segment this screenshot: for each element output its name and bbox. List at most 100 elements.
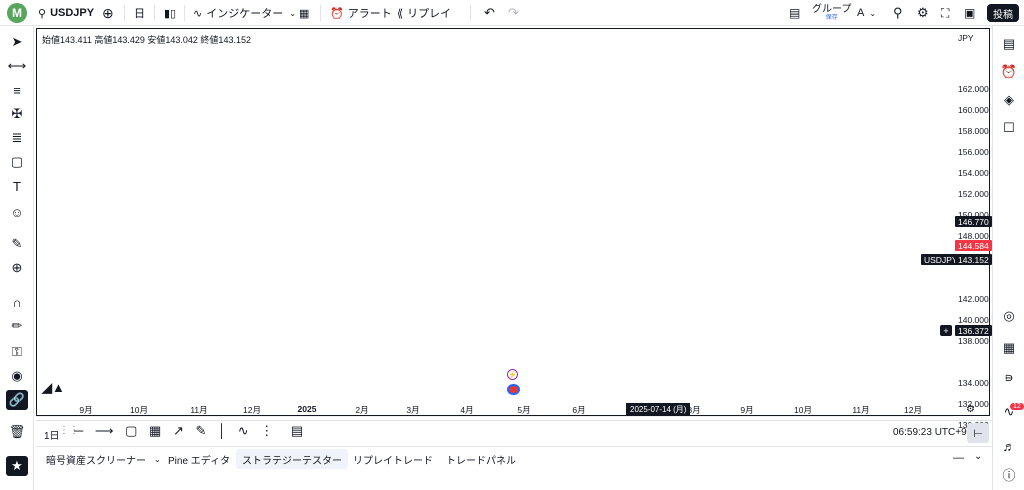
economic-event-icon[interactable] bbox=[507, 384, 520, 395]
user-avatar[interactable]: M bbox=[7, 3, 27, 23]
tab-pine-editor[interactable]: Pine エディタ bbox=[168, 455, 231, 467]
object-tree-button[interactable]: ◈ bbox=[998, 90, 1020, 110]
quick-search-button[interactable]: ⚲ bbox=[893, 0, 903, 26]
visibility-tool[interactable]: ◉ bbox=[6, 366, 28, 386]
level-badge-1: 146.770 bbox=[955, 216, 992, 227]
wave-icon[interactable]: ∿ bbox=[237, 423, 249, 438]
indicators-icon: ∿ bbox=[193, 7, 203, 20]
magnet-tool[interactable]: ∩ bbox=[6, 292, 28, 312]
vline-icon[interactable]: │ bbox=[218, 423, 227, 438]
layout-name[interactable]: グループ 保存 bbox=[812, 4, 852, 22]
brush-icon[interactable]: ⟶ bbox=[94, 423, 114, 438]
symbol-search[interactable]: ⚲ USDJPY bbox=[38, 7, 95, 20]
lock-tool[interactable]: ⚿ bbox=[6, 342, 28, 362]
chart-settings-icon[interactable]: ⚙ bbox=[966, 404, 975, 415]
drawing-toolbar: ➤ ⟷ ≡ ✠ ≣ ▢ T ☺ ✎ ⊕ ∩ ✏ ⚿ ◉ 🔗 🗑 ★ bbox=[0, 26, 34, 490]
hline-icon[interactable]: ─ bbox=[74, 423, 84, 438]
collapse-icon[interactable]: ⌄ bbox=[974, 451, 983, 462]
target-icon: ◎ bbox=[1003, 308, 1015, 323]
x-tick-label: 10月 bbox=[130, 405, 148, 415]
x-tick-label: 11月 bbox=[852, 405, 870, 415]
x-tick-label: 2月 bbox=[355, 405, 369, 415]
notifications-button[interactable]: ♬ bbox=[998, 436, 1020, 456]
favorites-tool[interactable]: ★ bbox=[6, 456, 28, 476]
x-tick-label: 5月 bbox=[517, 405, 531, 415]
help-button[interactable]: ⓘ bbox=[998, 464, 1020, 484]
dividend-event-icon[interactable]: ⚡ bbox=[507, 369, 518, 380]
y-tick-label: 156.000 bbox=[958, 146, 989, 157]
drawing-mode-tool[interactable]: ✏ bbox=[6, 316, 28, 336]
emoji-tool[interactable]: ☺ bbox=[6, 202, 28, 222]
x-tick-label: 9月 bbox=[740, 405, 754, 415]
crosshair-date-badge: 2025-07-14 (月) bbox=[626, 403, 691, 415]
x-tick-label: 6月 bbox=[572, 405, 586, 415]
link-tool[interactable]: 🔗 bbox=[6, 390, 28, 410]
fib-tool[interactable]: ≡ bbox=[6, 80, 28, 100]
y-tick-label: 148.000 bbox=[958, 230, 989, 241]
tab-strategy-tester[interactable]: ストラテジーテスター bbox=[236, 449, 348, 469]
clock-display[interactable]: 06:59:23 UTC+9 bbox=[893, 427, 967, 438]
y-tick-label: 150.000 bbox=[958, 209, 989, 220]
add-alert-icon[interactable]: + bbox=[940, 325, 952, 336]
fib-icon: ≡ bbox=[13, 82, 21, 98]
trendline-icon: ⟷ bbox=[7, 58, 27, 73]
shape-tool[interactable]: ▢ bbox=[6, 152, 28, 172]
grid-icon[interactable]: ▦ bbox=[149, 423, 162, 438]
y-tick-label: 160.000 bbox=[958, 104, 989, 115]
text-tool[interactable]: T bbox=[6, 176, 28, 196]
drag-handle-icon[interactable]: ⋮⋮ bbox=[59, 425, 79, 436]
more-icon[interactable]: ⋮ bbox=[260, 423, 274, 438]
pen-icon[interactable]: ✎ bbox=[195, 423, 207, 438]
replay-button[interactable]: ⟪ リプレイ bbox=[397, 7, 452, 21]
cursor-tool[interactable]: ➤ bbox=[6, 32, 28, 52]
reset-scale-icon[interactable]: ⊢ bbox=[967, 423, 989, 443]
magnet-icon: ∩ bbox=[12, 294, 22, 310]
minimize-icon[interactable]: — bbox=[953, 452, 964, 464]
layout-letter[interactable]: A ⌄ bbox=[857, 7, 877, 19]
settings-button[interactable]: ⚙ bbox=[917, 0, 929, 26]
calendar-range-icon[interactable]: ▤ bbox=[290, 423, 304, 438]
notification-badge: 12 bbox=[1010, 403, 1024, 410]
layouts-button[interactable]: ▦ bbox=[299, 0, 309, 26]
technicals-button[interactable]: ◎ bbox=[998, 306, 1020, 326]
list-icon: ▤ bbox=[1002, 36, 1016, 51]
plus-icon: ⊕ bbox=[102, 4, 114, 21]
chevron-down-icon: ⌄ bbox=[289, 8, 296, 18]
chart-type-button[interactable]: ▮▯ bbox=[164, 0, 176, 26]
layers-icon: ◈ bbox=[1004, 92, 1014, 107]
streams-button[interactable]: ∿ bbox=[998, 402, 1020, 422]
post-button[interactable]: 投稿 bbox=[987, 4, 1019, 22]
path-icon[interactable]: ↗ bbox=[172, 423, 184, 438]
ruler-tool[interactable]: ✎ bbox=[6, 234, 28, 254]
pattern-tool[interactable]: ✠ bbox=[6, 104, 28, 124]
undo-button[interactable]: ↶ bbox=[484, 0, 495, 26]
fullscreen-button[interactable]: ⛶ bbox=[941, 0, 949, 26]
rectangle-icon: ▢ bbox=[10, 154, 24, 169]
alert-button[interactable]: ⏰ アラート bbox=[330, 7, 392, 21]
redo-button[interactable]: ↷ bbox=[508, 0, 519, 26]
trendline-tool[interactable]: ⟷ bbox=[6, 56, 28, 76]
alerts-button[interactable]: ⏰ bbox=[998, 62, 1020, 82]
zoom-tool[interactable]: ⊕ bbox=[6, 258, 28, 278]
x-tick-label: 9月 bbox=[79, 405, 93, 415]
range-button[interactable]: 1日 bbox=[44, 431, 60, 442]
layout-toggle[interactable]: ▤ bbox=[789, 0, 800, 26]
ruler-icon: ✎ bbox=[11, 236, 23, 251]
y-tick-label: 142.000 bbox=[958, 293, 989, 304]
tab-crypto-screener[interactable]: 暗号資産スクリーナー ⌄ bbox=[46, 454, 161, 467]
trading-panel-button[interactable]: ⋼ bbox=[998, 368, 1020, 388]
projection-tool[interactable]: ≣ bbox=[6, 128, 28, 148]
chats-button[interactable]: ☐ bbox=[998, 118, 1020, 138]
tab-trade-panel[interactable]: トレードパネル bbox=[446, 455, 516, 467]
bottom-panel-tabs: 暗号資産スクリーナー ⌄ Pine エディタ ストラテジーテスター リプレイトレー… bbox=[36, 446, 992, 470]
tab-replay-trade[interactable]: リプレイトレード bbox=[353, 455, 433, 467]
interval-button[interactable]: 日 bbox=[134, 8, 145, 20]
calendar-button[interactable]: ▦ bbox=[998, 338, 1020, 358]
indicators-button[interactable]: ∿ インジケーター ⌄ bbox=[193, 7, 296, 21]
remove-tool[interactable]: 🗑 bbox=[6, 422, 28, 442]
add-symbol-button[interactable]: ⊕ bbox=[102, 0, 114, 26]
rect-icon[interactable]: ▢ bbox=[125, 423, 138, 438]
snapshot-button[interactable]: ▣ bbox=[964, 0, 975, 26]
watchlist-button[interactable]: ▤ bbox=[998, 34, 1020, 54]
projection-icon: ≣ bbox=[11, 130, 23, 145]
